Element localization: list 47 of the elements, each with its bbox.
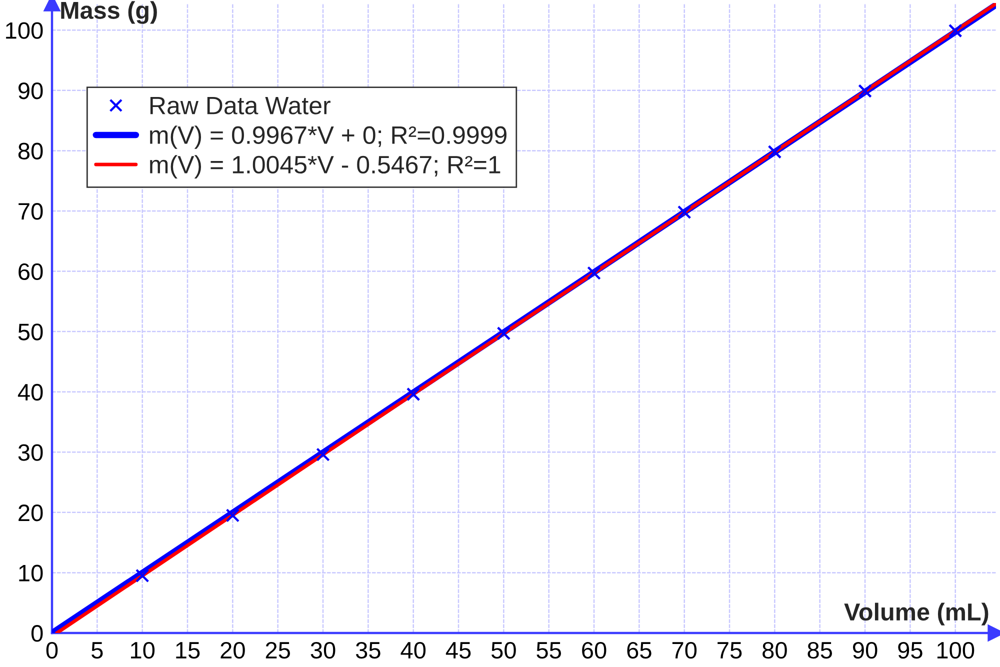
point [496, 326, 511, 340]
y-tick-label: 90 [18, 82, 43, 100]
x-tick-label: 55 [536, 642, 561, 659]
x-tick-label: 0 [46, 642, 58, 659]
y-tick-label: 20 [18, 504, 43, 522]
y-tick-label: 30 [18, 444, 43, 461]
x-tick-label: 60 [582, 642, 606, 659]
y-tick-label: 40 [18, 384, 43, 401]
x-axis-title: Volume (mL) [844, 602, 988, 626]
point [858, 84, 872, 98]
y-tick-label: 0 [31, 625, 43, 642]
point [948, 24, 962, 38]
point [406, 387, 420, 402]
x-tick-label: 75 [718, 642, 742, 659]
x-tick-label: 20 [220, 642, 245, 659]
x-tick-label: 50 [491, 642, 516, 659]
y-tick-label: 100 [6, 22, 43, 39]
point [768, 144, 782, 159]
x-tick-label: 30 [310, 642, 336, 659]
y-tick-label: 10 [19, 564, 43, 582]
y-tick-label: 80 [18, 142, 43, 160]
y-tick-label: 50 [18, 324, 43, 340]
x-tick-label: 80 [762, 642, 787, 659]
point [677, 205, 692, 220]
legend-label: m(V) = 0.9967*V + 0; R²=0.9999 [150, 126, 506, 149]
point [316, 448, 330, 462]
x-tick-label: 5 [92, 642, 103, 659]
x-tick-label: 95 [898, 642, 922, 659]
y-tick-label: 70 [18, 203, 43, 220]
x-tick-label: 90 [852, 642, 878, 659]
x-tick-label: 15 [176, 642, 200, 659]
x-tick-label: 65 [627, 642, 652, 659]
x-tick-label: 100 [937, 642, 974, 659]
point [587, 266, 601, 280]
point [226, 508, 240, 522]
point [135, 568, 150, 583]
x-tick-label: 10 [131, 642, 155, 659]
x-tick-label: 85 [808, 642, 832, 659]
x-tick-label: 40 [400, 642, 426, 659]
x-tick-label: 45 [446, 642, 471, 659]
x-tick-label: 70 [672, 642, 697, 659]
x-tick-label: 25 [266, 642, 290, 659]
legend-label: Raw Data Water [150, 96, 330, 114]
x-tick-label: 35 [356, 642, 380, 659]
y-tick-label: 60 [18, 263, 43, 280]
y-axis-title: Mass (g) [61, 1, 157, 24]
legend-label: m(V) = 1.0045*V - 0.5467; R²=1 [150, 155, 500, 178]
